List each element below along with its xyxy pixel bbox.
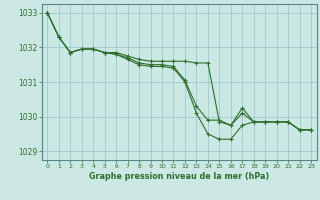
X-axis label: Graphe pression niveau de la mer (hPa): Graphe pression niveau de la mer (hPa)	[89, 172, 269, 181]
